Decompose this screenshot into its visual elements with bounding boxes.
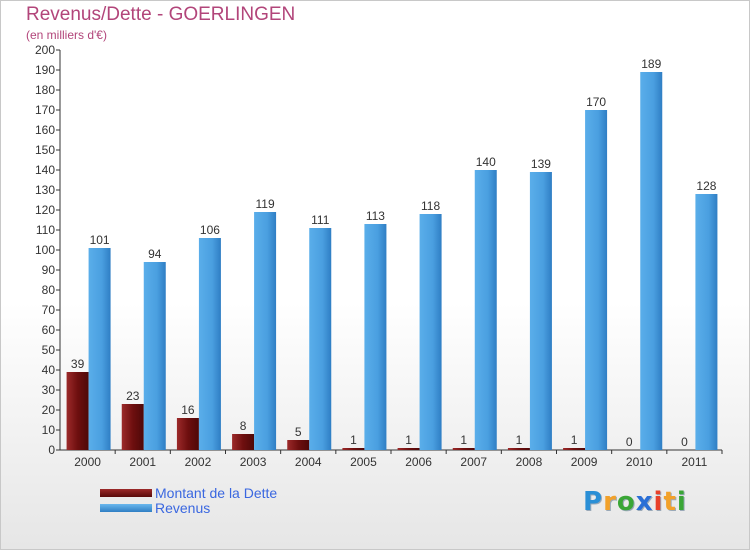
y-tick-label: 190 — [35, 63, 55, 77]
data-label-debt: 1 — [571, 433, 578, 447]
x-tick-label: 2001 — [129, 455, 156, 469]
legend-label-debt: Montant de la Dette — [155, 485, 278, 501]
bar-revenus — [88, 248, 111, 450]
x-tick-label: 2004 — [295, 455, 322, 469]
x-tick-label: 2002 — [185, 455, 212, 469]
bar-revenus — [585, 110, 608, 450]
x-tick-label: 2000 — [74, 455, 101, 469]
y-tick-label: 0 — [48, 443, 55, 457]
bars — [66, 72, 718, 450]
data-label-revenus: 140 — [476, 155, 496, 169]
data-label-revenus: 189 — [641, 57, 661, 71]
bar-debt — [232, 434, 255, 450]
bar-debt — [121, 404, 144, 450]
y-tick-label: 80 — [42, 283, 56, 297]
y-tick-label: 110 — [36, 223, 55, 237]
legend-label-revenus: Revenus — [155, 500, 211, 516]
bar-revenus — [474, 170, 497, 450]
data-label-debt: 1 — [516, 433, 523, 447]
y-tick-label: 130 — [35, 183, 55, 197]
data-labels: 3910123941610681195111111311181140113911… — [71, 57, 717, 449]
x-tick-label: 2005 — [350, 455, 377, 469]
data-label-revenus: 113 — [366, 209, 385, 223]
bar-debt — [176, 418, 199, 450]
y-tick-label: 150 — [35, 143, 55, 157]
data-label-debt: 39 — [71, 357, 85, 371]
legend-swatch-debt — [100, 489, 152, 497]
chart-subtitle: (en milliers d'€) — [26, 28, 107, 42]
y-tick-label: 10 — [42, 423, 56, 437]
bar-debt — [66, 372, 89, 450]
axes: 0102030405060708090100110120130140150160… — [35, 43, 723, 469]
logo-letter: i — [653, 487, 664, 517]
bar-revenus — [143, 262, 166, 450]
logo-letter: i — [676, 487, 687, 517]
data-label-revenus: 118 — [421, 199, 440, 213]
logo-letter: o — [616, 487, 636, 517]
y-tick-label: 40 — [42, 363, 56, 377]
data-label-debt: 23 — [126, 389, 140, 403]
x-tick-label: 2010 — [626, 455, 653, 469]
y-tick-label: 180 — [35, 83, 55, 97]
x-tick-label: 2011 — [682, 455, 708, 469]
y-tick-label: 140 — [35, 163, 55, 177]
data-label-revenus: 170 — [586, 95, 606, 109]
bar-debt — [287, 440, 310, 450]
y-tick-label: 100 — [35, 243, 55, 257]
x-tick-label: 2009 — [571, 455, 598, 469]
bar-debt — [563, 448, 586, 450]
x-tick-label: 2006 — [405, 455, 432, 469]
y-tick-label: 30 — [42, 383, 56, 397]
y-tick-label: 50 — [42, 343, 56, 357]
x-tick-label: 2003 — [240, 455, 267, 469]
y-tick-label: 200 — [35, 43, 55, 57]
data-label-revenus: 119 — [256, 197, 275, 211]
data-label-debt: 1 — [405, 433, 412, 447]
data-label-revenus: 106 — [200, 223, 220, 237]
logo-letter: t — [663, 487, 677, 517]
chart-title: Revenus/Dette - GOERLINGEN — [26, 4, 296, 25]
bar-revenus — [309, 228, 332, 450]
x-tick-label: 2007 — [460, 455, 487, 469]
bar-revenus — [695, 194, 718, 450]
data-label-revenus: 94 — [148, 247, 162, 261]
y-tick-label: 90 — [42, 263, 56, 277]
data-label-revenus: 111 — [311, 213, 330, 227]
bar-revenus — [198, 238, 221, 450]
y-tick-label: 20 — [42, 403, 56, 417]
x-tick-label: 2008 — [516, 455, 543, 469]
legend-swatch-revenus — [100, 504, 152, 512]
data-label-debt: 0 — [681, 435, 688, 449]
y-tick-label: 70 — [42, 303, 56, 317]
data-label-debt: 1 — [460, 433, 467, 447]
proxiti-logo: Proxiti — [583, 487, 687, 517]
data-label-revenus: 128 — [696, 179, 716, 193]
bar-debt — [397, 448, 420, 450]
y-tick-label: 160 — [35, 123, 55, 137]
bar-revenus — [419, 214, 442, 450]
bar-revenus — [640, 72, 663, 450]
y-tick-label: 60 — [42, 323, 56, 337]
logo-letter: x — [635, 487, 654, 517]
bar-debt — [452, 448, 475, 450]
logo-letter: P — [583, 487, 604, 517]
y-tick-label: 170 — [35, 103, 55, 117]
bar-debt — [342, 448, 365, 450]
data-label-revenus: 139 — [531, 157, 551, 171]
data-label-revenus: 101 — [90, 233, 110, 247]
y-tick-label: 120 — [35, 203, 55, 217]
data-label-debt: 8 — [240, 419, 247, 433]
bar-revenus — [364, 224, 387, 450]
bar-revenus — [529, 172, 552, 450]
data-label-debt: 1 — [350, 433, 357, 447]
data-label-debt: 5 — [295, 425, 302, 439]
data-label-debt: 16 — [181, 403, 195, 417]
logo-letter: r — [603, 487, 617, 517]
bar-revenus — [254, 212, 277, 450]
data-label-debt: 0 — [626, 435, 633, 449]
bar-debt — [507, 448, 530, 450]
